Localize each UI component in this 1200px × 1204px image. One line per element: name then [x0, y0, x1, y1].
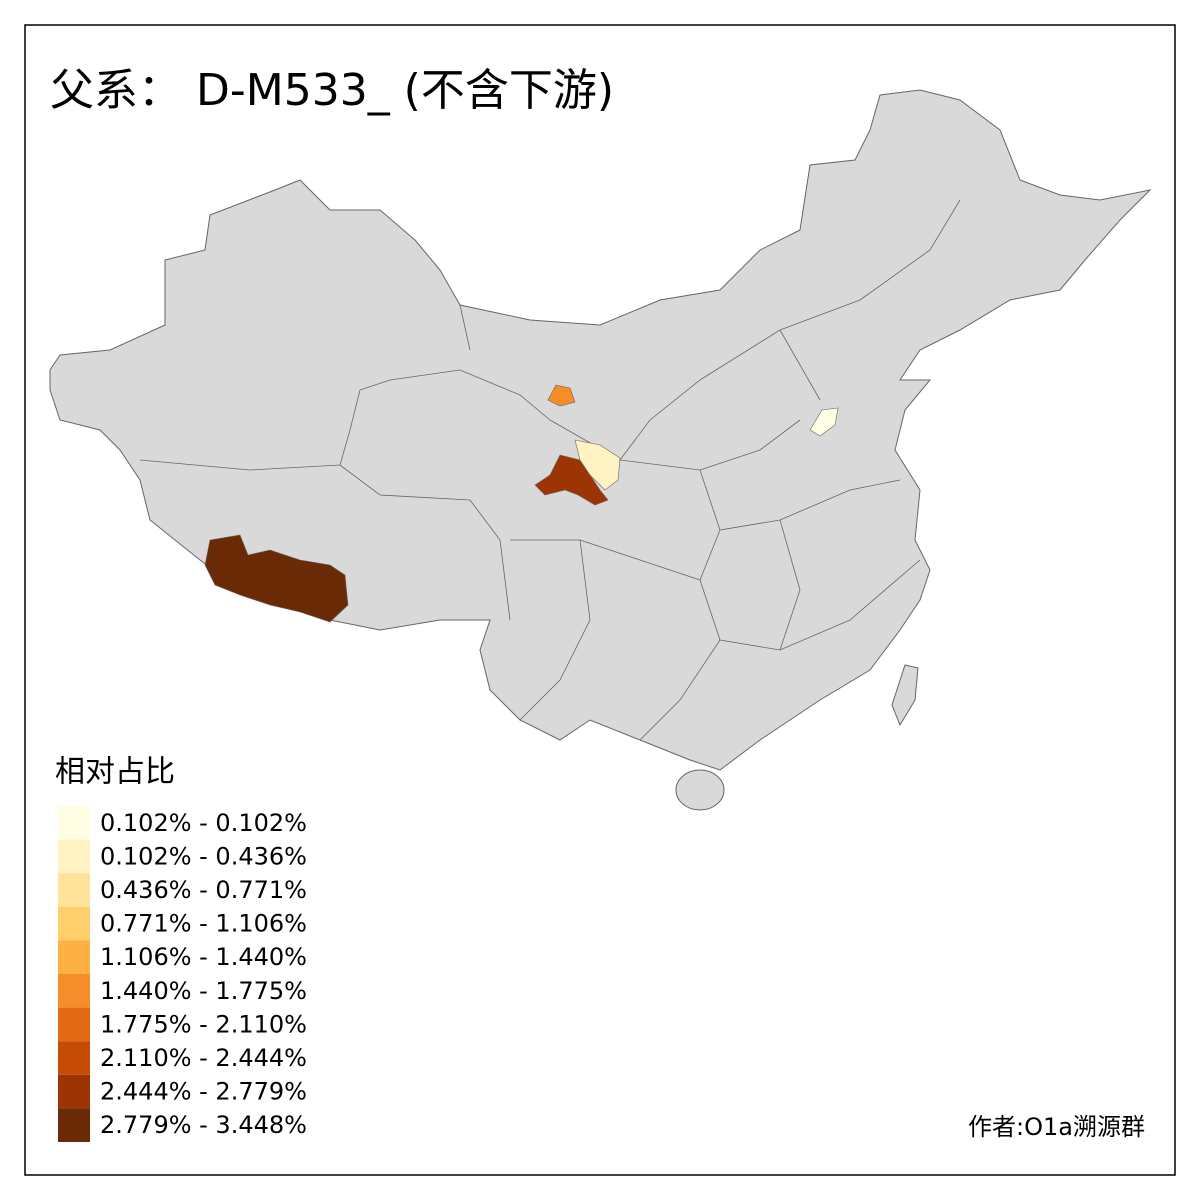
legend-swatch [58, 1074, 90, 1109]
taiwan [891, 664, 919, 727]
highlighted-regions [204, 384, 839, 623]
legend-label: 2.110% - 2.444% [100, 1044, 307, 1072]
legend-swatch [58, 1041, 90, 1075]
province-border [139, 199, 961, 741]
credit: 作者:O1a溯源群 [968, 1113, 1145, 1141]
region [547, 384, 576, 407]
legend-title: 相对占比 [55, 755, 175, 790]
legend-swatch [58, 1007, 90, 1042]
legend-label: 0.436% - 0.771% [100, 876, 307, 904]
legend-label: 2.444% - 2.779% [100, 1078, 307, 1106]
legend-swatch [58, 806, 90, 840]
legend-label: 1.440% - 1.775% [100, 977, 307, 1005]
legend-swatch [58, 1108, 90, 1142]
legend-label: 1.106% - 1.440% [100, 943, 307, 971]
legend-label: 2.779% - 3.448% [100, 1111, 307, 1139]
legend-label: 0.771% - 1.106% [100, 910, 307, 938]
legend-swatch [58, 906, 90, 941]
legend: 0.102% - 0.102% 0.102% - 0.436% 0.436% - 0… [58, 806, 307, 1142]
region [204, 534, 349, 623]
hainan [675, 769, 725, 811]
legend-swatch [58, 873, 90, 907]
legend-label: 1.775% - 2.110% [100, 1010, 307, 1038]
legend-swatch [58, 940, 90, 974]
legend-swatch [58, 974, 90, 1008]
legend-label: 0.102% - 0.102% [100, 809, 307, 837]
legend-label: 0.102% - 0.436% [100, 842, 307, 870]
title: 父系： D-M533_ (不含下游) [50, 65, 614, 116]
region [809, 407, 839, 437]
legend-swatch [58, 839, 90, 874]
region [574, 439, 621, 491]
